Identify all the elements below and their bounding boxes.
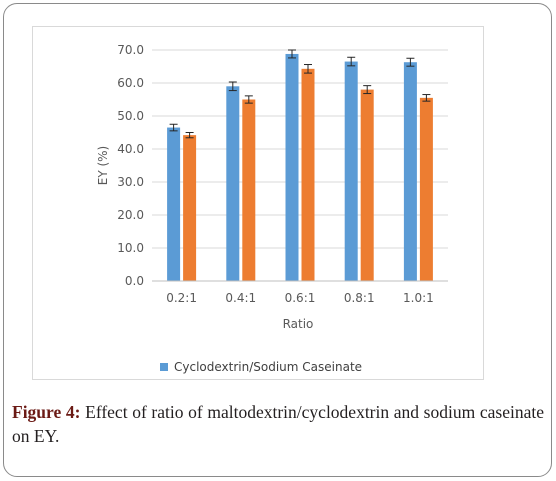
- figure-caption: Figure 4: Effect of ratio of maltodextri…: [12, 400, 544, 448]
- chart-legend: Cyclodextrin/Sodium Caseinate: [160, 360, 362, 374]
- x-tick-label: 0.4:1: [225, 291, 256, 305]
- bar: [183, 135, 197, 281]
- bar: [403, 62, 417, 282]
- y-tick-label: 30.0: [117, 175, 144, 189]
- y-tick-label: 60.0: [117, 76, 144, 90]
- y-tick-label: 10.0: [117, 241, 144, 255]
- y-tick-label: 50.0: [117, 109, 144, 123]
- bar: [285, 53, 299, 282]
- bar: [360, 89, 374, 281]
- y-tick-label: 0.0: [125, 274, 144, 288]
- x-tick-label: 0.8:1: [344, 291, 375, 305]
- y-tick-label: 20.0: [117, 208, 144, 222]
- figure-label: Figure 4:: [12, 402, 81, 422]
- bar: [167, 127, 181, 281]
- bar: [226, 86, 240, 281]
- legend-swatch-series-1: [160, 363, 168, 371]
- x-tick-label: 0.2:1: [166, 291, 197, 305]
- x-tick-label: 0.6:1: [285, 291, 316, 305]
- bar: [419, 97, 433, 281]
- x-axis-label: Ratio: [283, 317, 314, 331]
- figure-caption-text: Effect of ratio of maltodextrin/cyclodex…: [12, 402, 544, 446]
- legend-label-series-1: Cyclodextrin/Sodium Caseinate: [174, 360, 363, 374]
- y-tick-label: 70.0: [117, 43, 144, 57]
- figure-frame: Figure 4: Effect of ratio of maltodextri…: [3, 3, 552, 477]
- bar: [344, 61, 358, 281]
- y-tick-label: 40.0: [117, 142, 144, 156]
- y-axis-label: EY (%): [96, 146, 110, 186]
- bar: [301, 68, 315, 281]
- bar: [242, 99, 256, 281]
- x-tick-label: 1.0:1: [403, 291, 434, 305]
